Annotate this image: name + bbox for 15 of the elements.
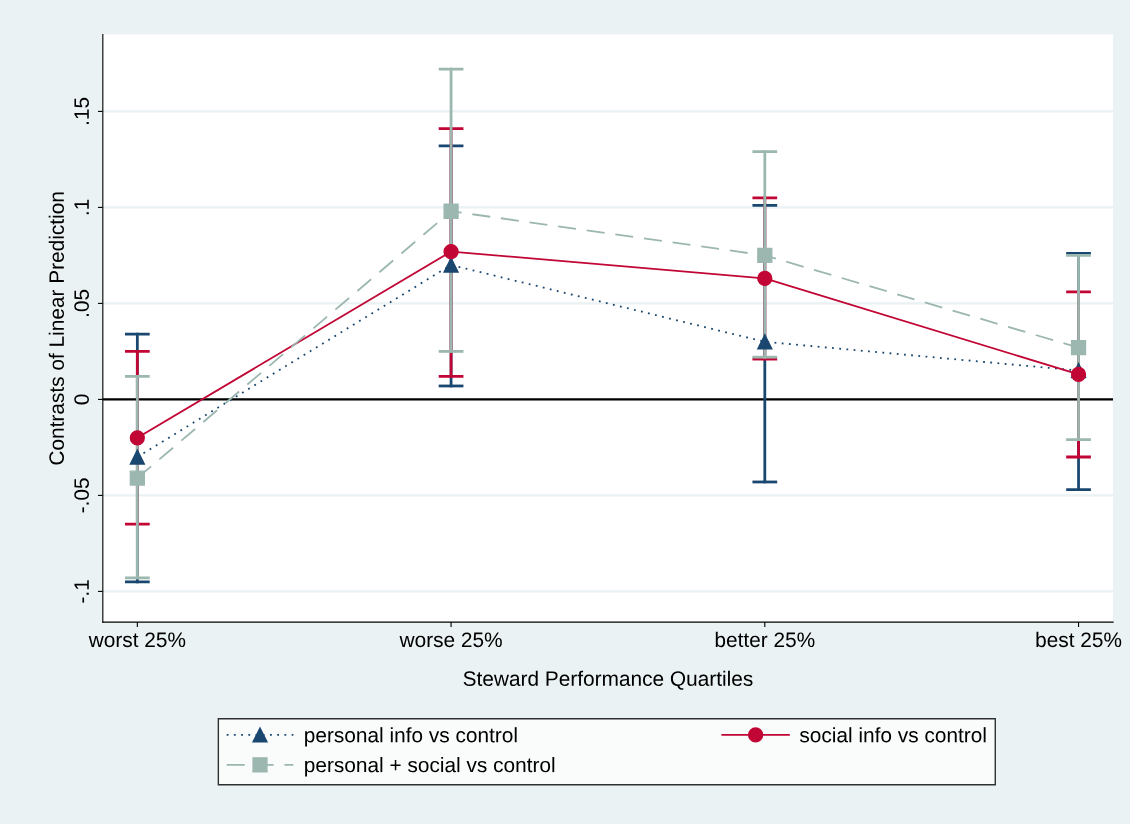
y-tick-label: 0 [74,394,89,405]
y-tick-label: -.05 [74,478,89,513]
y-tick-label: -.1 [74,580,89,603]
x-tick-label: worse 25% [399,632,502,648]
legend-label: personal info vs control [305,727,517,747]
x-tick-label: worst 25% [88,632,186,648]
legend-label: social info vs control [799,727,986,743]
x-tick-label: better 25% [715,631,815,648]
y-tick-label: .05 [74,289,89,316]
x-tick-label: best 25% [1036,631,1122,648]
y-axis-title: Contrasts of Linear Prediction [48,192,65,465]
y-tick-label: .15 [74,97,89,124]
y-tick-label: .1 [74,199,89,215]
legend-label: personal + social vs control [305,756,555,777]
x-axis-title: Steward Performance Quartiles [463,670,753,690]
